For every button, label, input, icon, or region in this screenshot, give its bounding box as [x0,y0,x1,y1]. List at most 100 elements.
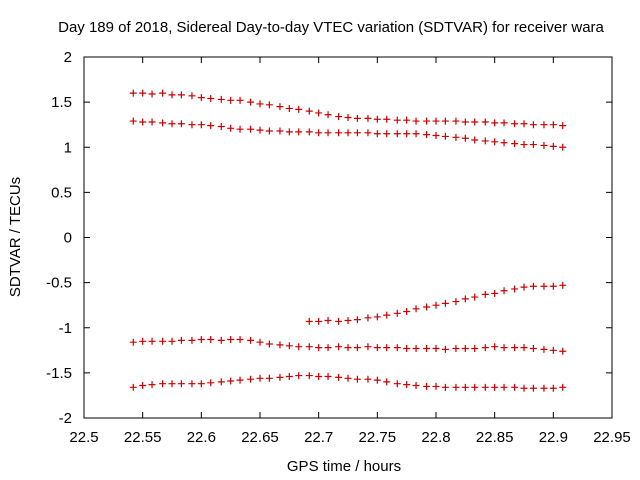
data-point [403,345,411,353]
data-point [471,136,479,144]
data-point [148,118,156,126]
data-point [315,344,323,352]
y-axis-label: SDTVAR / TECUs [7,177,24,297]
data-point [559,143,567,151]
data-point [324,344,332,352]
data-point [481,383,489,391]
data-point [491,343,499,351]
data-point [373,344,381,352]
data-point [481,290,489,298]
data-point [511,285,519,293]
data-point [491,138,499,146]
data-point [559,122,567,130]
data-point [295,372,303,380]
data-point [247,375,255,383]
data-point [412,305,420,313]
data-point [305,317,313,325]
data-point [285,372,293,380]
data-point [441,299,449,307]
data-point [256,338,264,346]
series-2 [129,117,567,151]
data-point [236,125,244,133]
data-point [559,383,567,391]
data-point [148,337,156,345]
data-point [461,134,469,142]
data-point [500,139,508,147]
data-point [247,125,255,133]
data-point [265,101,273,109]
data-point [276,373,284,381]
data-point [256,100,264,108]
data-point [344,344,352,352]
plot-frame [83,56,613,419]
data-point [393,309,401,317]
y-tick-label: 0 [64,230,72,247]
series-1 [129,89,567,130]
data-point [500,119,508,127]
data-point [353,375,361,383]
data-point [324,129,332,137]
data-point [364,314,372,322]
data-point [139,382,147,390]
data-point [188,380,196,388]
data-point [353,344,361,352]
data-point [227,124,235,132]
data-point [305,107,313,115]
data-point [256,374,264,382]
data-point [217,95,225,103]
data-point [423,382,431,390]
data-point [423,131,431,139]
data-point [481,118,489,126]
data-point [461,383,469,391]
data-point [529,345,537,353]
data-point [315,317,323,325]
data-point [129,338,137,346]
data-point [344,374,352,382]
data-point [227,335,235,343]
data-points [129,89,567,392]
data-point [148,381,156,389]
data-point [197,121,205,129]
data-point [373,115,381,123]
data-point [540,345,548,353]
data-point [461,118,469,126]
data-point [335,113,343,121]
data-point [549,121,557,129]
x-tick-label: 22.9 [539,429,568,446]
data-point [471,383,479,391]
data-point [353,316,361,324]
x-tick-label: 22.5 [69,429,98,446]
data-point [559,347,567,355]
series-4 [129,335,567,355]
data-point [129,117,137,125]
data-point [500,383,508,391]
data-point [324,111,332,119]
data-point [540,141,548,149]
data-point [432,382,440,390]
data-point [383,130,391,138]
data-point [177,380,185,388]
data-point [520,283,528,291]
data-point [265,127,273,135]
data-point [177,336,185,344]
data-point [129,383,137,391]
data-point [481,137,489,145]
data-point [335,343,343,351]
series-5 [129,372,567,392]
x-tick-label: 22.6 [187,429,216,446]
data-point [276,341,284,349]
data-point [511,383,519,391]
data-point [285,128,293,136]
data-point [393,116,401,124]
data-point [188,121,196,129]
data-point [344,129,352,137]
data-point [383,378,391,386]
x-tick-label: 22.75 [359,429,397,446]
data-point [549,282,557,290]
data-point [188,92,196,100]
data-point [441,383,449,391]
data-point [540,384,548,392]
data-point [364,375,372,383]
data-point [217,122,225,130]
